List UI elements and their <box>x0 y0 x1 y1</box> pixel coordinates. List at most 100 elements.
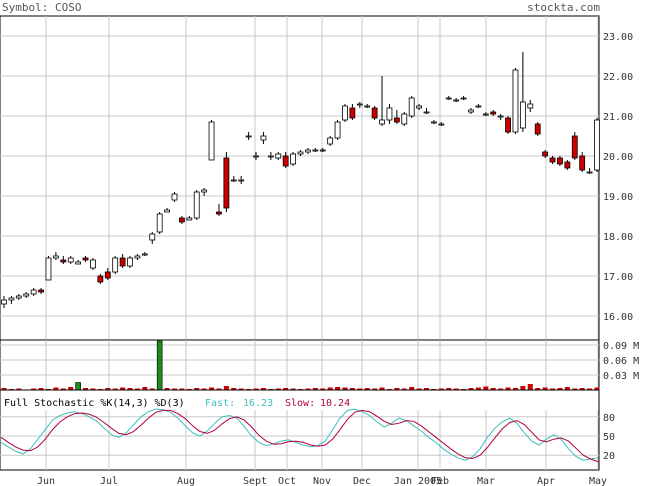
volume-bar <box>112 388 118 390</box>
volume-bar <box>475 387 481 390</box>
x-tick-label: Jul <box>100 476 118 486</box>
volume-bar <box>520 386 526 390</box>
price-tick-label: 21.00 <box>603 112 633 123</box>
candle-body <box>267 155 274 158</box>
volume-bar <box>16 388 22 390</box>
candle-body <box>253 155 259 158</box>
volume-bar <box>401 388 407 390</box>
volume-bar <box>156 340 163 391</box>
volume-bar <box>572 388 578 390</box>
volume-tick-label: 0.03 M <box>603 371 639 382</box>
candle-body <box>557 157 563 165</box>
volume-panel: 0.09 M 0.06 M 0.03 M <box>0 339 639 391</box>
price-panel: 23.00 22.00 21.00 20.00 19.00 18.00 17.00 16.00 <box>0 15 633 341</box>
candle-body <box>112 257 119 273</box>
price-tick-label: 20.00 <box>603 152 633 163</box>
candle-body <box>542 151 549 157</box>
volume-bar <box>90 388 96 390</box>
volume-bar <box>564 387 570 390</box>
stochastic-line-slow <box>0 409 599 463</box>
candle-body <box>275 153 282 159</box>
volume-bar <box>305 388 311 390</box>
volume-bar <box>253 388 259 390</box>
volume-bar <box>171 388 177 390</box>
volume-bar <box>594 387 600 390</box>
volume-bar <box>416 388 422 390</box>
candle-body <box>408 97 415 117</box>
candle-body <box>193 191 200 219</box>
x-tick-label: Feb <box>431 476 449 486</box>
volume-bar <box>1 388 7 390</box>
volume-bar <box>483 386 489 390</box>
volume-bar <box>134 388 140 390</box>
volume-bar <box>164 388 170 390</box>
volume-bar <box>290 388 296 390</box>
candle-body <box>104 271 111 279</box>
volume-bar <box>105 388 111 390</box>
candle-body <box>438 123 445 126</box>
candle-body <box>141 253 148 256</box>
volume-bar <box>342 387 348 390</box>
candle-body <box>393 117 400 123</box>
candle-body <box>60 259 67 263</box>
candle-body <box>312 149 319 152</box>
candle-body <box>571 135 578 159</box>
volume-bar <box>31 388 37 390</box>
candle-body <box>178 217 185 223</box>
candle-body <box>1 299 7 305</box>
candle-body <box>208 121 215 161</box>
candle-body <box>238 179 245 182</box>
candle-body <box>379 119 385 125</box>
volume-bar <box>60 388 66 390</box>
volume-bar <box>149 388 155 390</box>
candle-body <box>171 193 178 201</box>
candle-body <box>245 135 252 138</box>
candle-body <box>371 107 378 119</box>
volume-bar <box>535 388 541 390</box>
volume-bar <box>468 388 474 390</box>
price-tick-label: 17.00 <box>603 272 633 283</box>
volume-bar <box>357 388 363 390</box>
candle-body <box>149 233 156 241</box>
x-tick-label: Nov <box>313 476 331 486</box>
volume-bar <box>542 387 548 390</box>
volume-bar <box>550 388 556 390</box>
site-name: stockta.com <box>527 1 600 14</box>
x-tick-label: Jan 2005 <box>394 476 442 486</box>
price-tick-label: 16.00 <box>603 312 633 323</box>
volume-bar <box>320 388 326 390</box>
candle-body <box>364 105 371 108</box>
candle-body <box>586 171 593 174</box>
candle-body <box>8 297 15 301</box>
candle-body <box>97 275 104 283</box>
candle-body <box>15 295 22 299</box>
candle-body <box>319 149 326 152</box>
candle-body <box>45 257 52 281</box>
volume-bar <box>75 382 81 391</box>
candle-body <box>156 213 163 233</box>
volume-bar <box>53 387 59 390</box>
volume-bar <box>587 388 593 390</box>
candle-body <box>490 111 497 115</box>
price-frame <box>0 15 600 341</box>
volume-bar <box>260 388 266 390</box>
volume-bar <box>216 388 222 390</box>
candle-body <box>342 105 348 121</box>
candle-body <box>519 101 526 129</box>
volume-bar <box>335 387 341 390</box>
candle-body <box>134 255 141 259</box>
volume-bar <box>512 388 518 390</box>
candle-body <box>30 289 37 295</box>
candle-body <box>75 261 82 265</box>
candle-body <box>334 121 341 139</box>
volume-bar <box>127 388 133 390</box>
volume-bar <box>201 388 207 390</box>
candle-body <box>260 135 267 141</box>
volume-bar <box>83 388 89 390</box>
volume-bar <box>557 388 563 390</box>
price-tick-label: 23.00 <box>603 32 633 43</box>
candle-body <box>282 155 289 167</box>
volume-bar <box>223 386 229 390</box>
x-tick-label: Aug <box>177 476 195 486</box>
candle-body <box>445 97 452 100</box>
